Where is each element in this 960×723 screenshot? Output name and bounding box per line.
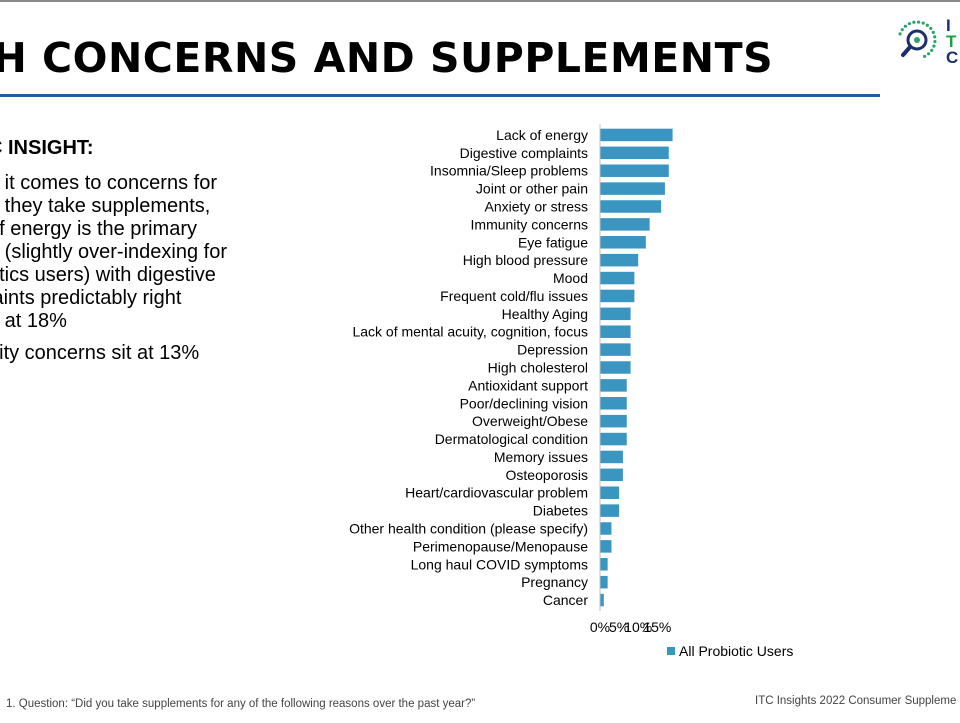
category-label: Perimenopause/Menopause xyxy=(413,538,588,554)
logo-letter-i: I xyxy=(946,16,951,35)
category-label: Other health condition (please specify) xyxy=(349,521,588,537)
bar xyxy=(600,397,627,410)
x-tick-label: 15% xyxy=(643,619,671,635)
x-tick-label: 0% xyxy=(590,619,610,635)
footnote: 1. Question: “Did you take supplements f… xyxy=(6,698,476,710)
category-label: Overweight/Obese xyxy=(472,413,588,429)
category-label: Healthy Aging xyxy=(502,306,588,322)
bar xyxy=(600,343,631,356)
footer-source: ITC Insights 2022 Consumer Suppleme xyxy=(755,695,957,707)
top-rule xyxy=(0,0,960,2)
category-label: Long haul COVID symptoms xyxy=(411,556,588,572)
itc-logo: I T C xyxy=(894,16,960,68)
x-tick-label: 5% xyxy=(609,619,629,635)
bar xyxy=(600,522,612,535)
insight-line: of energy is the primary xyxy=(0,218,197,240)
bar xyxy=(600,200,662,213)
bar xyxy=(600,253,639,267)
bar xyxy=(600,432,627,446)
bar xyxy=(600,307,631,321)
bar xyxy=(600,289,635,303)
bar xyxy=(600,575,608,589)
insight-line: n they take supplements, xyxy=(0,195,211,217)
bar xyxy=(600,146,669,160)
bar xyxy=(600,128,673,142)
category-label: Insomnia/Sleep problems xyxy=(430,163,588,179)
bar xyxy=(600,593,604,607)
insight-body: n it comes to concerns for n they take s… xyxy=(0,172,227,365)
category-label: Poor/declining vision xyxy=(460,395,588,411)
logo-letter-c: C xyxy=(946,48,959,67)
category-label: Joint or other pain xyxy=(476,181,588,197)
bar xyxy=(600,182,665,195)
bar xyxy=(600,468,623,482)
category-label: Eye fatigue xyxy=(518,234,588,250)
bar xyxy=(600,540,612,553)
category-label: Cancer xyxy=(543,592,588,608)
bar xyxy=(600,558,608,571)
bar xyxy=(600,361,631,374)
category-label: Depression xyxy=(517,342,588,358)
bar xyxy=(600,486,620,499)
category-label: Diabetes xyxy=(533,503,588,519)
title-underline xyxy=(0,94,880,97)
bar xyxy=(600,504,620,517)
bar xyxy=(600,414,627,428)
insight-heading: C INSIGHT: xyxy=(0,137,94,159)
category-label: Frequent cold/flu issues xyxy=(440,288,588,304)
legend-label: All Probiotic Users xyxy=(679,643,793,659)
bar xyxy=(600,325,631,338)
category-label: Lack of mental acuity, cognition, focus xyxy=(352,324,588,340)
category-label: Dermatological condition xyxy=(435,431,588,447)
page-title: TH CONCERNS AND SUPPLEMENTS xyxy=(0,34,774,82)
category-label: Anxiety or stress xyxy=(485,199,588,215)
logo-letter-t: T xyxy=(946,32,957,51)
insight-line: laints predictably right xyxy=(0,287,182,309)
bar xyxy=(600,218,650,231)
category-label: Immunity concerns xyxy=(471,216,588,232)
category-label: Mood xyxy=(553,270,588,286)
category-label: Pregnancy xyxy=(521,574,588,590)
category-label: Heart/cardiovascular problem xyxy=(405,485,588,501)
category-label: Antioxidant support xyxy=(468,377,588,393)
category-label: Memory issues xyxy=(494,449,588,465)
insight-line: n (slightly over-indexing for xyxy=(0,241,227,263)
category-label: Digestive complaints xyxy=(460,145,588,161)
bar xyxy=(600,236,646,249)
insight-line: otics users) with digestive xyxy=(0,264,216,286)
logo-magnifier-icon xyxy=(898,20,937,58)
category-label: High blood pressure xyxy=(463,252,589,268)
category-label: Lack of energy xyxy=(496,127,588,143)
legend-swatch xyxy=(667,647,675,655)
category-label: High cholesterol xyxy=(488,360,588,376)
insight-line: n it comes to concerns for xyxy=(0,172,217,194)
bar-chart: Lack of energy Digestive complaints Insomn… xyxy=(349,124,793,659)
bar xyxy=(600,271,635,285)
bar xyxy=(600,379,627,392)
insight-line: nity concerns sit at 13% xyxy=(0,342,200,364)
category-label: Osteoporosis xyxy=(506,467,588,483)
insight-line: d at 18% xyxy=(0,310,67,332)
logo-letters: I T C xyxy=(946,16,959,67)
bar xyxy=(600,164,669,177)
bar xyxy=(600,450,623,464)
x-tick-label: 10% xyxy=(624,619,652,635)
